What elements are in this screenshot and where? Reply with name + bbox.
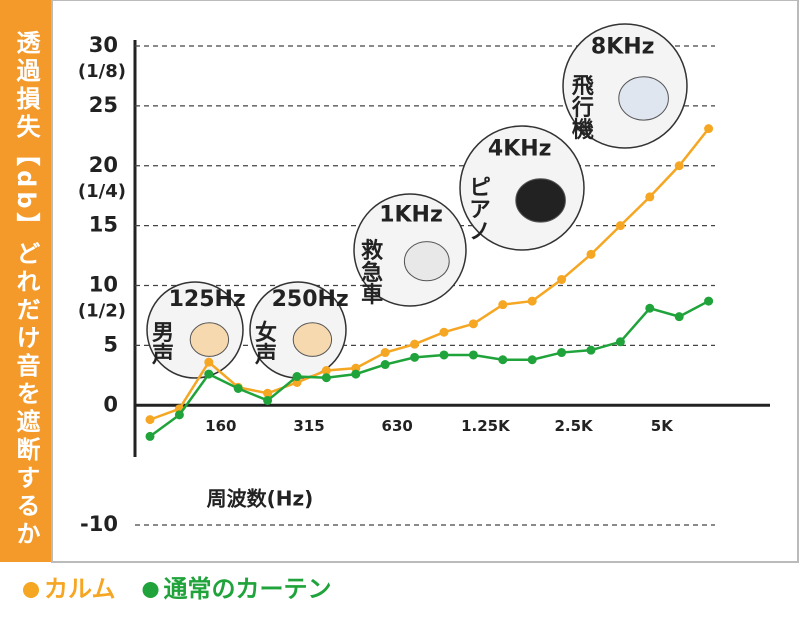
- point: [439, 327, 449, 337]
- point: [204, 357, 214, 367]
- bubble-label: 飛行機: [568, 74, 595, 141]
- y-axis-band: [0, 0, 52, 562]
- bubble-frequency: 125Hz: [169, 287, 246, 312]
- series-line: [149, 127, 710, 421]
- y-tick-label: -10: [80, 512, 118, 536]
- bubble-icon: [515, 178, 566, 223]
- y-tick-sublabel: (1/8): [78, 61, 126, 82]
- legend-label: カルム: [44, 575, 116, 603]
- series-line: [149, 299, 710, 438]
- point: [498, 355, 508, 365]
- y-tick-label: 15: [89, 213, 118, 237]
- point: [233, 383, 243, 393]
- y-tick-sublabel: (1/4): [78, 181, 126, 202]
- point: [351, 369, 361, 379]
- bubble-frequency: 8KHz: [591, 35, 655, 60]
- point: [263, 388, 273, 398]
- point: [586, 249, 596, 259]
- bubble-label: 男声: [148, 320, 175, 365]
- bubble-label: 救急車: [357, 239, 383, 306]
- y-tick-label: 5: [103, 332, 118, 356]
- point: [586, 345, 596, 355]
- point: [174, 410, 184, 420]
- bubble-label: ピアノ: [465, 176, 490, 242]
- legend-label: 通常のカーテン: [164, 575, 332, 603]
- x-tick-label: 5K: [651, 417, 674, 435]
- legend-marker: [142, 582, 159, 598]
- point: [145, 431, 155, 441]
- point: [498, 300, 508, 310]
- bubble-icon: [292, 322, 333, 357]
- y-tick-label: 20: [89, 153, 118, 177]
- point: [674, 312, 684, 322]
- x-tick-label: 160: [205, 417, 236, 435]
- point: [704, 124, 714, 134]
- point: [145, 415, 155, 425]
- point: [645, 303, 655, 313]
- point: [615, 221, 625, 231]
- x-axis-title: 周波数(Hz): [207, 487, 314, 511]
- bubble-icon: [189, 322, 230, 357]
- x-tick-label: 1.25K: [461, 417, 511, 435]
- bubble-frequency: 250Hz: [272, 287, 349, 312]
- y-tick-sublabel: (1/2): [78, 301, 126, 322]
- y-axis-title: 透過損失【db】どれだけ音を遮断するか: [12, 30, 40, 545]
- bubble-icon: [403, 241, 450, 282]
- y-tick-label: 10: [89, 273, 118, 297]
- x-tick-label: 315: [293, 417, 324, 435]
- point: [704, 296, 714, 306]
- point: [410, 339, 420, 349]
- point: [292, 372, 302, 382]
- point: [615, 337, 625, 347]
- x-tick-label: 2.5K: [554, 417, 594, 435]
- legend-marker: [23, 582, 39, 598]
- point: [321, 366, 331, 376]
- bubble-icon: [618, 76, 669, 121]
- point: [527, 296, 537, 306]
- point: [410, 352, 420, 362]
- y-tick-label: 25: [89, 93, 118, 117]
- point: [645, 192, 655, 202]
- point: [439, 350, 449, 360]
- bubble-label: 女声: [251, 320, 278, 366]
- bubble-frequency: 1KHz: [379, 202, 443, 227]
- bubble-frequency: 4KHz: [488, 137, 552, 162]
- point: [468, 350, 478, 360]
- point: [557, 348, 567, 358]
- point: [674, 161, 684, 171]
- x-tick-label: 630: [382, 417, 413, 435]
- point: [557, 275, 567, 285]
- y-tick-label: 0: [103, 392, 118, 416]
- point: [380, 360, 390, 370]
- point: [468, 319, 478, 329]
- point: [380, 348, 390, 358]
- point: [204, 369, 214, 379]
- point: [527, 355, 537, 365]
- y-tick-label: 30: [89, 33, 118, 57]
- point: [321, 373, 331, 383]
- point: [263, 395, 273, 405]
